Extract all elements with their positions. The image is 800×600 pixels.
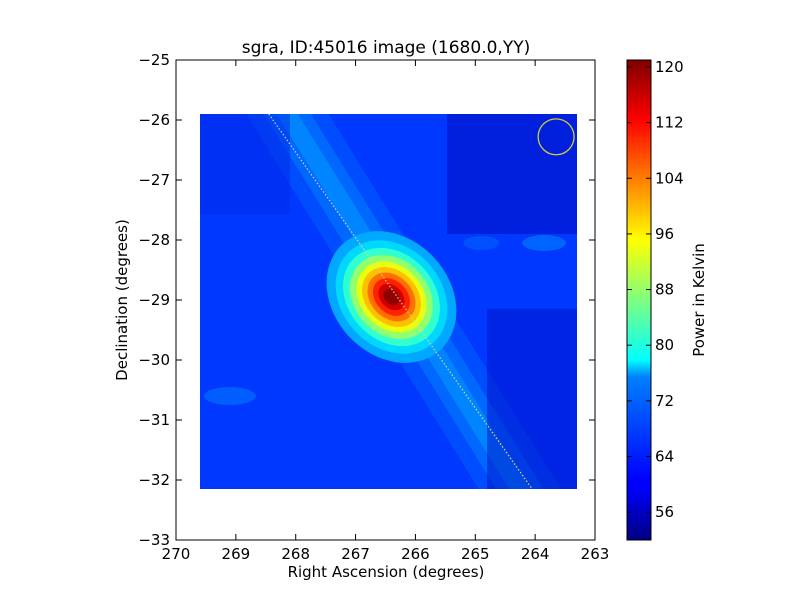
colorbar-tick-label: 120 [655, 58, 684, 76]
y-tick-label: −28 [138, 231, 170, 249]
y-axis-label: Declination (degrees) [113, 219, 131, 381]
x-tick-label: 265 [461, 545, 490, 563]
y-tick-label: −30 [138, 351, 170, 369]
x-tick-label: 264 [521, 545, 550, 563]
dark-region-bottom-right [487, 309, 578, 489]
colorbar-tick-label: 72 [655, 392, 674, 410]
y-tick-label: −25 [138, 51, 170, 69]
faint-source-east [522, 235, 567, 251]
x-axis: 270 269 268 267 266 265 264 263 [162, 60, 610, 563]
colorbar-tick-label: 96 [655, 225, 674, 243]
x-tick-label: 266 [401, 545, 430, 563]
colorbar-tick-label: 104 [655, 169, 684, 187]
y-tick-label: −29 [138, 291, 170, 309]
faint-source-west [203, 387, 256, 405]
colorbar-tick-label: 112 [655, 114, 684, 132]
colorbar-tick-label: 56 [655, 503, 674, 521]
plot-area: 270 269 268 267 266 265 264 263 −25 −26 −27 −28 −29… [138, 51, 609, 563]
dark-region-top-right [447, 114, 578, 234]
x-tick-label: 269 [222, 545, 251, 563]
colorbar: 56 64 72 80 88 96 104 112 120 Power in Kelvin [626, 58, 708, 541]
y-axis: −25 −26 −27 −28 −29 −30 −31 −32 −33 [138, 51, 595, 549]
dark-region-top-left [199, 114, 290, 214]
colorbar-tick-label: 64 [655, 448, 674, 466]
source-contour-9 [383, 288, 400, 306]
colorbar-label: Power in Kelvin [690, 243, 708, 357]
colorbar-tick-label: 80 [655, 336, 674, 354]
y-tick-label: −33 [138, 531, 170, 549]
chart-title: sgra, ID:45016 image (1680.0,YY) [242, 38, 530, 58]
overlays [268, 113, 575, 490]
x-tick-label: 267 [341, 545, 370, 563]
y-tick-label: −26 [138, 111, 170, 129]
beam-circle [537, 118, 575, 156]
colorbar-ticks: 56 64 72 80 88 96 104 112 120 [627, 58, 684, 521]
y-tick-label: −27 [138, 171, 170, 189]
colorbar-tick-label: 88 [655, 281, 674, 299]
colorbar-gradient [626, 59, 652, 541]
faint-source-mid [463, 236, 500, 250]
x-tick-label: 268 [281, 545, 310, 563]
sky-image [199, 114, 578, 489]
x-tick-label: 270 [162, 545, 191, 563]
galactic-plane-line [268, 113, 533, 490]
x-axis-label: Right Ascension (degrees) [288, 563, 485, 581]
y-tick-label: −32 [138, 471, 170, 489]
x-tick-label: 263 [581, 545, 610, 563]
y-tick-label: −31 [138, 411, 170, 429]
